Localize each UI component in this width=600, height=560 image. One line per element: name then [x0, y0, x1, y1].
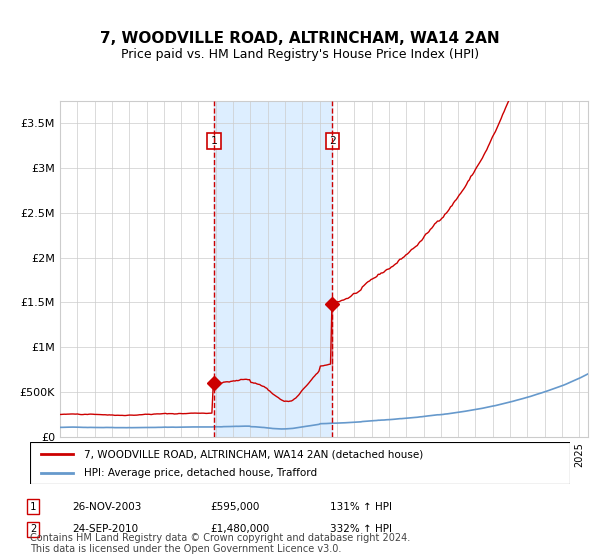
Text: 2: 2: [329, 136, 335, 146]
Text: 1: 1: [30, 502, 36, 512]
Text: 26-NOV-2003: 26-NOV-2003: [72, 502, 142, 512]
Text: 7, WOODVILLE ROAD, ALTRINCHAM, WA14 2AN: 7, WOODVILLE ROAD, ALTRINCHAM, WA14 2AN: [100, 31, 500, 46]
Bar: [214, 101, 332, 437]
Text: 24-SEP-2010: 24-SEP-2010: [72, 524, 138, 534]
Text: 131% ↑ HPI: 131% ↑ HPI: [330, 502, 392, 512]
Text: 7, WOODVILLE ROAD, ALTRINCHAM, WA14 2AN (detached house): 7, WOODVILLE ROAD, ALTRINCHAM, WA14 2AN …: [84, 449, 423, 459]
Text: Price paid vs. HM Land Registry's House Price Index (HPI): Price paid vs. HM Land Registry's House …: [121, 48, 479, 60]
FancyBboxPatch shape: [30, 442, 570, 484]
Text: £595,000: £595,000: [210, 502, 259, 512]
Text: 1: 1: [211, 136, 217, 146]
Text: HPI: Average price, detached house, Trafford: HPI: Average price, detached house, Traf…: [84, 468, 317, 478]
Text: 2: 2: [30, 524, 36, 534]
Text: Contains HM Land Registry data © Crown copyright and database right 2024.
This d: Contains HM Land Registry data © Crown c…: [30, 533, 410, 554]
Text: £1,480,000: £1,480,000: [210, 524, 269, 534]
Text: 332% ↑ HPI: 332% ↑ HPI: [330, 524, 392, 534]
